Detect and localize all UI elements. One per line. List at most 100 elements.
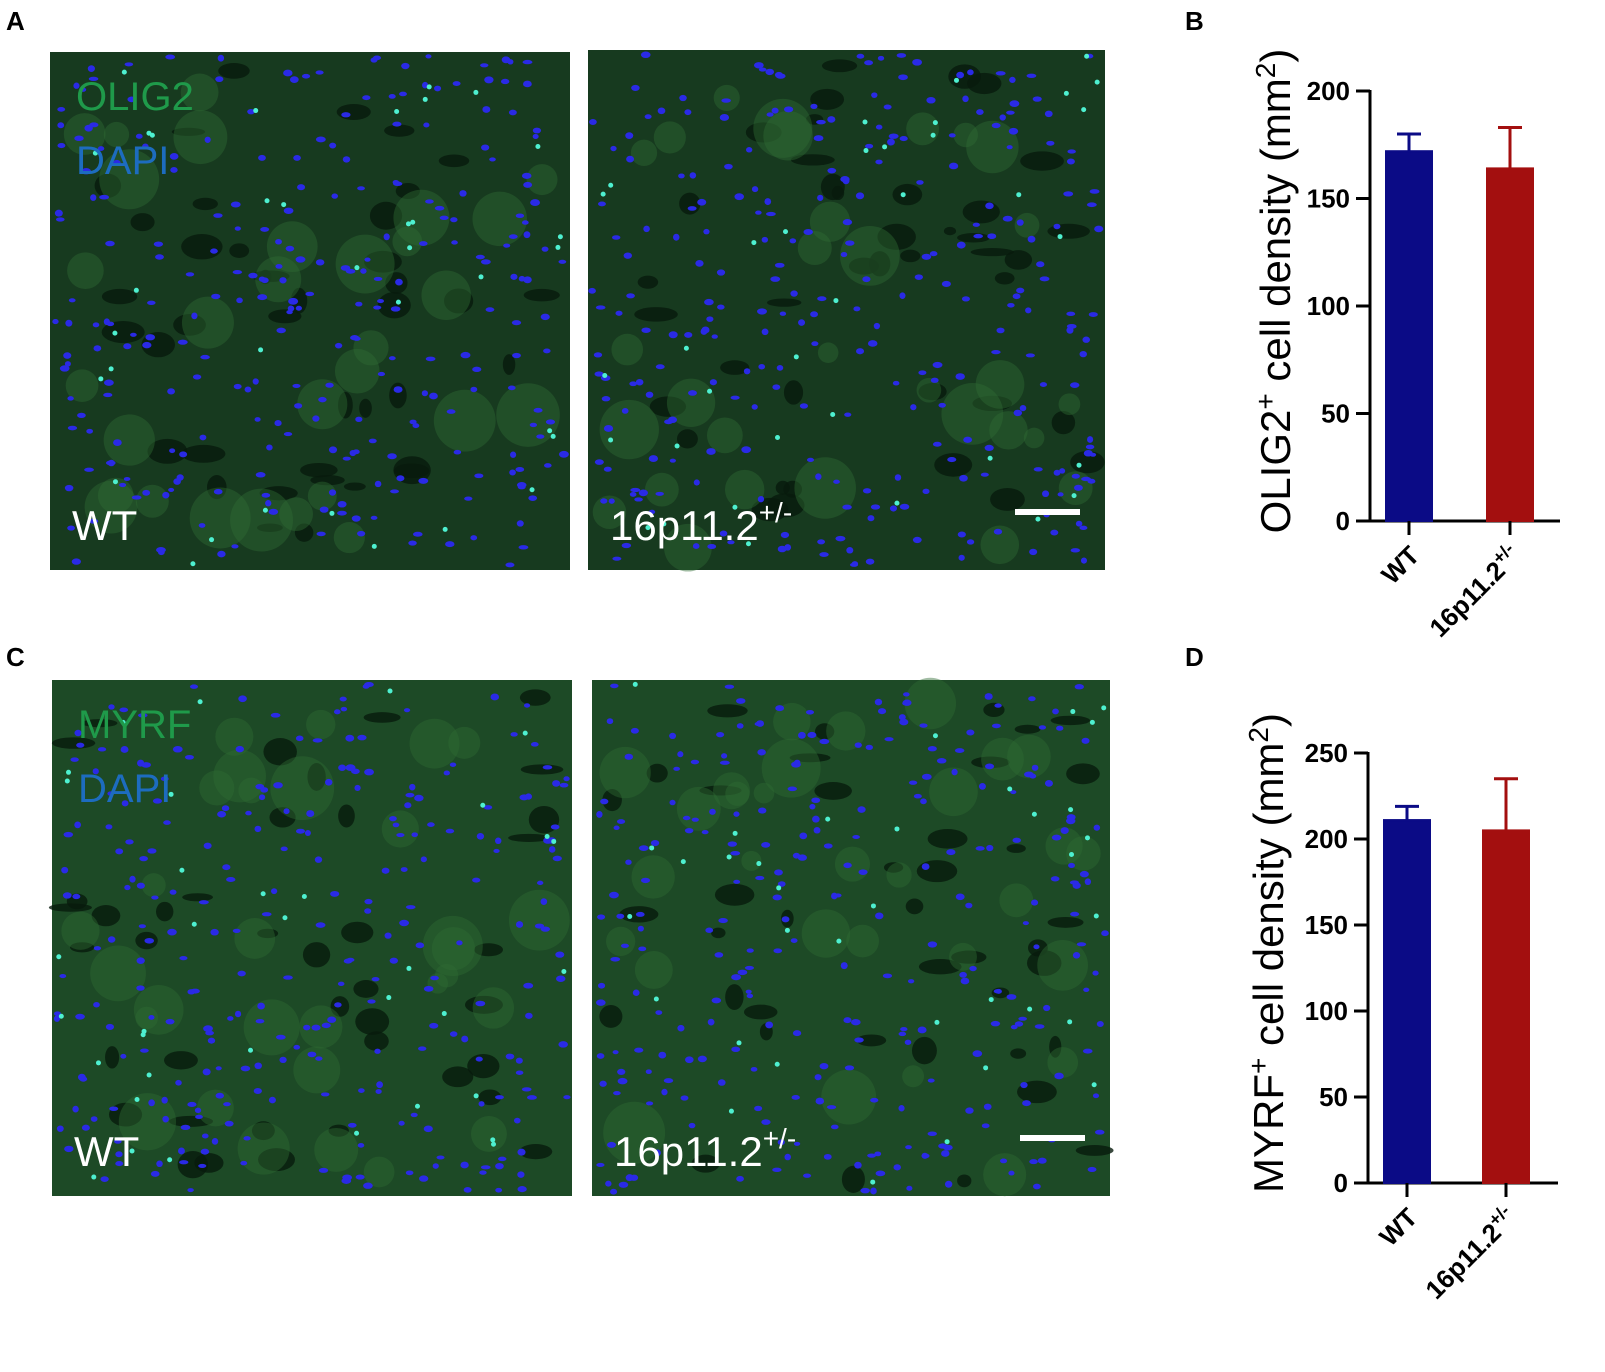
nucleus [403, 708, 411, 713]
nucleus [187, 989, 196, 995]
nucleus [724, 163, 733, 170]
nucleus [608, 498, 615, 504]
nucleus [71, 558, 81, 565]
nucleus [312, 738, 323, 743]
marker-cell [146, 1072, 152, 1078]
nucleus [631, 84, 640, 92]
nucleus [536, 434, 545, 439]
nucleus [655, 1010, 663, 1015]
nucleus [976, 109, 984, 115]
marker-cell [1093, 913, 1099, 919]
marker-cell [473, 1093, 479, 1099]
marker-cell [774, 1061, 780, 1067]
tissue-patch [103, 121, 130, 148]
nucleus [596, 811, 603, 818]
nucleus [505, 562, 515, 568]
marker-cell [64, 778, 70, 784]
nucleus [717, 1079, 726, 1086]
nucleus [1080, 557, 1087, 564]
marker-cell [371, 543, 377, 549]
nucleus [150, 1170, 160, 1177]
y-tick-label: 50 [1319, 1082, 1348, 1112]
nucleus [363, 1182, 373, 1189]
marker-cell [784, 927, 790, 933]
nucleus [248, 272, 258, 279]
nucleus [64, 484, 74, 492]
tissue-patch [981, 737, 1024, 781]
nucleus [846, 547, 854, 554]
tissue-patch [213, 749, 266, 803]
marker-cell [410, 219, 416, 225]
tissue-patch [834, 846, 871, 882]
nucleus [921, 1152, 929, 1159]
marker-cell [1063, 90, 1069, 96]
marker-cell [1091, 1082, 1097, 1088]
nucleus [355, 301, 363, 307]
tissue-patch [335, 234, 395, 294]
nucleus [596, 1162, 605, 1168]
nucleus [871, 92, 878, 99]
nucleus [892, 380, 900, 386]
nucleus [697, 198, 707, 206]
nucleus [137, 713, 148, 718]
nucleus [337, 510, 347, 516]
nucleus [390, 489, 400, 494]
nucleus [180, 1124, 191, 1131]
nucleus [1029, 1159, 1038, 1165]
category-text: WT [1375, 540, 1425, 590]
genotype-superscript: +/- [759, 497, 792, 528]
tissue-void [767, 493, 805, 518]
nucleus [508, 109, 517, 116]
nucleus [217, 811, 227, 818]
tissue-patch [906, 112, 940, 146]
nucleus [470, 386, 478, 393]
nucleus [124, 62, 134, 67]
nucleus [965, 902, 973, 909]
nucleus [375, 1089, 382, 1095]
tissue-patch [496, 383, 560, 447]
nucleus [79, 1076, 88, 1082]
tissue-void [927, 829, 968, 849]
nucleus [858, 869, 868, 875]
nucleus [960, 977, 970, 985]
nucleus [452, 81, 461, 86]
nucleus [480, 63, 489, 68]
nucleus [289, 76, 299, 83]
marker-cell [197, 699, 203, 705]
nucleus [238, 695, 247, 703]
nucleus [853, 306, 861, 312]
nucleus [405, 792, 415, 798]
nucleus [955, 893, 965, 901]
nucleus [396, 475, 405, 482]
tissue-patch [238, 777, 265, 804]
nucleus [842, 504, 852, 510]
nucleus [187, 1188, 194, 1193]
nucleus [90, 194, 97, 201]
nucleus [761, 1119, 771, 1125]
marker-cell [480, 802, 486, 808]
nucleus [276, 327, 286, 334]
nucleus [961, 296, 970, 302]
marker-cell [98, 376, 104, 382]
nucleus [959, 971, 967, 978]
nucleus [161, 1096, 168, 1104]
nucleus [86, 428, 93, 434]
genotype-label: WT [74, 1128, 139, 1175]
nucleus [1008, 1170, 1015, 1176]
nucleus [410, 1112, 418, 1118]
nucleus [162, 491, 170, 499]
nucleus [260, 226, 270, 232]
nucleus [643, 225, 650, 233]
tissue-patch [631, 855, 675, 899]
nucleus [709, 379, 717, 386]
nucleus [65, 319, 73, 327]
nucleus [843, 1017, 852, 1024]
nucleus [480, 1165, 491, 1170]
tissue-void [302, 942, 331, 968]
nucleus [536, 880, 544, 886]
nucleus [1044, 110, 1053, 118]
nucleus [464, 496, 473, 501]
nucleus [904, 1039, 912, 1045]
nucleus [718, 918, 728, 924]
